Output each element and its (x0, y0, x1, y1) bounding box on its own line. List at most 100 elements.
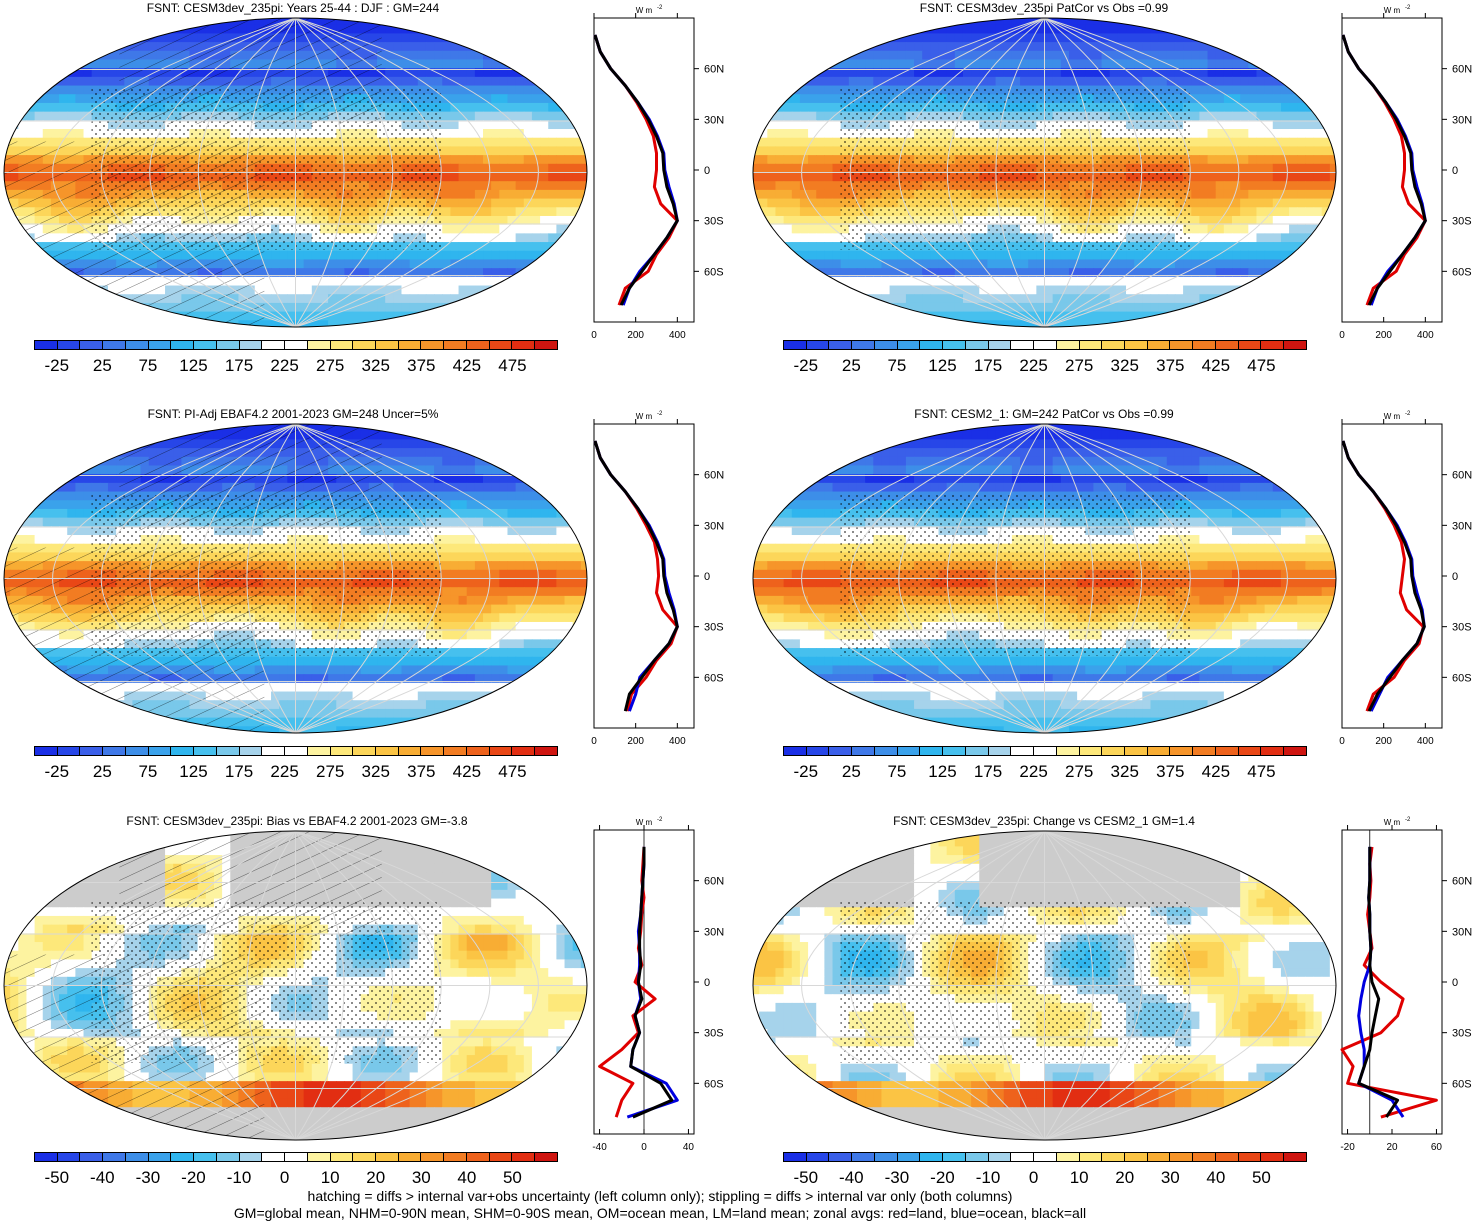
field-cell (865, 76, 874, 87)
field-cell (474, 111, 484, 121)
field-cell (124, 320, 134, 327)
field-cell (556, 120, 566, 130)
field-cell (434, 320, 443, 327)
field-cell (18, 259, 28, 269)
field-cell (1248, 259, 1258, 269)
field-cell (1305, 276, 1315, 287)
field-cell (930, 259, 940, 269)
field-cell (1240, 268, 1249, 278)
field-cell (344, 311, 354, 321)
field-cell (531, 207, 541, 217)
field-cell (385, 33, 394, 43)
field-cell (328, 250, 337, 261)
field-cell (409, 285, 419, 295)
field-cell (352, 276, 362, 287)
field-cell (808, 163, 817, 174)
field-cell (50, 94, 60, 104)
field-cell (352, 311, 362, 321)
field-cell (26, 250, 36, 261)
field-cell (832, 189, 842, 200)
field-cell (556, 276, 566, 287)
field-cell (556, 85, 566, 95)
field-cell (808, 85, 817, 95)
field-cell (1321, 172, 1331, 182)
field-cell (767, 146, 777, 156)
field-cell (466, 172, 476, 182)
field-cell (450, 163, 460, 174)
field-cell (1191, 242, 1201, 252)
field-cell (1028, 76, 1037, 87)
field-cell (1183, 50, 1192, 61)
field-cell (995, 76, 1005, 87)
field-cell (1272, 146, 1282, 156)
field-cell (856, 42, 866, 52)
field-cell (466, 233, 476, 243)
field-cell (1264, 163, 1274, 174)
field-cell (483, 50, 492, 61)
field-cell (848, 294, 858, 304)
field-cell (1093, 24, 1103, 34)
field-cell (507, 163, 517, 174)
panel-title: FSNT: CESM2_1: GM=242 PatCor vs Obs =0.9… (914, 407, 1174, 421)
field-cell (483, 68, 492, 78)
field-cell (759, 233, 768, 243)
field-cell (1305, 146, 1315, 156)
field-cell (1223, 68, 1233, 78)
field-cell (1093, 285, 1103, 295)
field-cell (1158, 294, 1168, 304)
field-cell (34, 24, 44, 34)
field-cell (759, 155, 768, 165)
field-cell (1305, 233, 1315, 243)
field-cell (401, 302, 411, 313)
field-cell (775, 242, 785, 252)
field-cell (50, 42, 60, 52)
field-cell (507, 24, 517, 34)
field-cell (1305, 250, 1315, 261)
field-cell (1142, 294, 1152, 304)
field-cell (531, 320, 541, 327)
field-cell (417, 33, 427, 43)
field-cell (1174, 76, 1184, 87)
field-cell (540, 50, 549, 61)
field-cell (42, 68, 52, 78)
field-cell (775, 120, 785, 130)
field-cell (930, 33, 940, 43)
field-cell (1085, 285, 1095, 295)
field-cell (564, 42, 574, 52)
field-cell (466, 102, 476, 113)
field-cell (922, 42, 931, 52)
field-cell (531, 259, 541, 269)
field-cell (417, 320, 427, 327)
field-cell (1297, 102, 1306, 113)
field-cell (987, 259, 997, 269)
field-cell (1215, 24, 1225, 34)
field-cell (442, 233, 452, 243)
field-cell (458, 137, 468, 148)
field-cell (458, 102, 468, 113)
field-cell (1215, 268, 1225, 278)
field-cell (531, 302, 541, 313)
field-cell (75, 111, 85, 121)
field-cell (1207, 285, 1217, 295)
field-cell (979, 42, 989, 52)
field-cell (34, 302, 44, 313)
field-cell (425, 42, 435, 52)
field-cell (1183, 59, 1192, 69)
field-cell (401, 50, 411, 61)
field-cell (1011, 59, 1021, 69)
field-cell (99, 302, 109, 313)
field-cell (1174, 276, 1184, 287)
field-cell (1289, 268, 1298, 278)
field-cell (434, 285, 443, 295)
field-cell (783, 181, 793, 191)
field-cell (1109, 68, 1119, 78)
field-cell (99, 311, 109, 321)
field-cell (1256, 102, 1266, 113)
field-cell (1085, 276, 1095, 287)
field-cell (799, 276, 809, 287)
field-cell (540, 24, 549, 34)
field-cell (759, 259, 768, 269)
field-cell (1272, 259, 1282, 269)
field-cell (1060, 250, 1070, 261)
field-cell (767, 189, 777, 200)
